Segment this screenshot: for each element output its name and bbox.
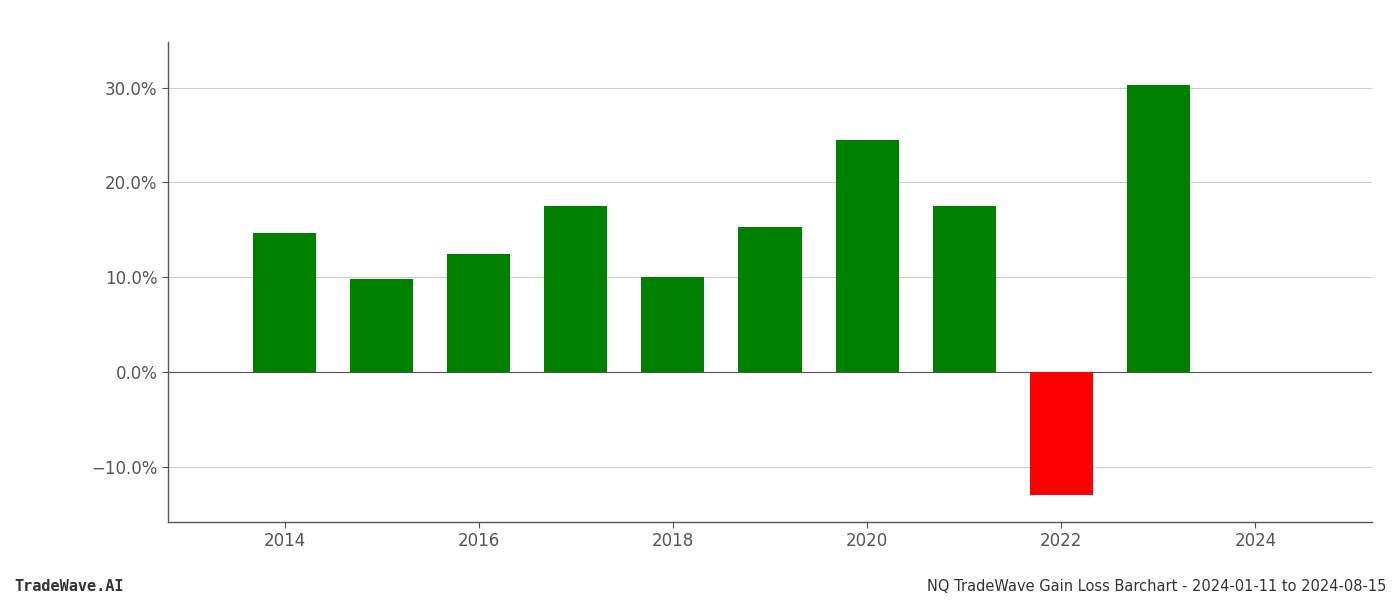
Bar — [545, 206, 608, 372]
Bar — [350, 279, 413, 372]
Bar — [253, 233, 316, 372]
Bar — [1030, 372, 1093, 496]
Text: NQ TradeWave Gain Loss Barchart - 2024-01-11 to 2024-08-15: NQ TradeWave Gain Loss Barchart - 2024-0… — [927, 579, 1386, 594]
Bar — [447, 254, 510, 372]
Bar — [932, 206, 995, 372]
Bar — [641, 277, 704, 372]
Bar — [836, 140, 899, 372]
Bar — [1127, 85, 1190, 372]
Bar — [738, 227, 802, 372]
Text: TradeWave.AI: TradeWave.AI — [14, 579, 123, 594]
